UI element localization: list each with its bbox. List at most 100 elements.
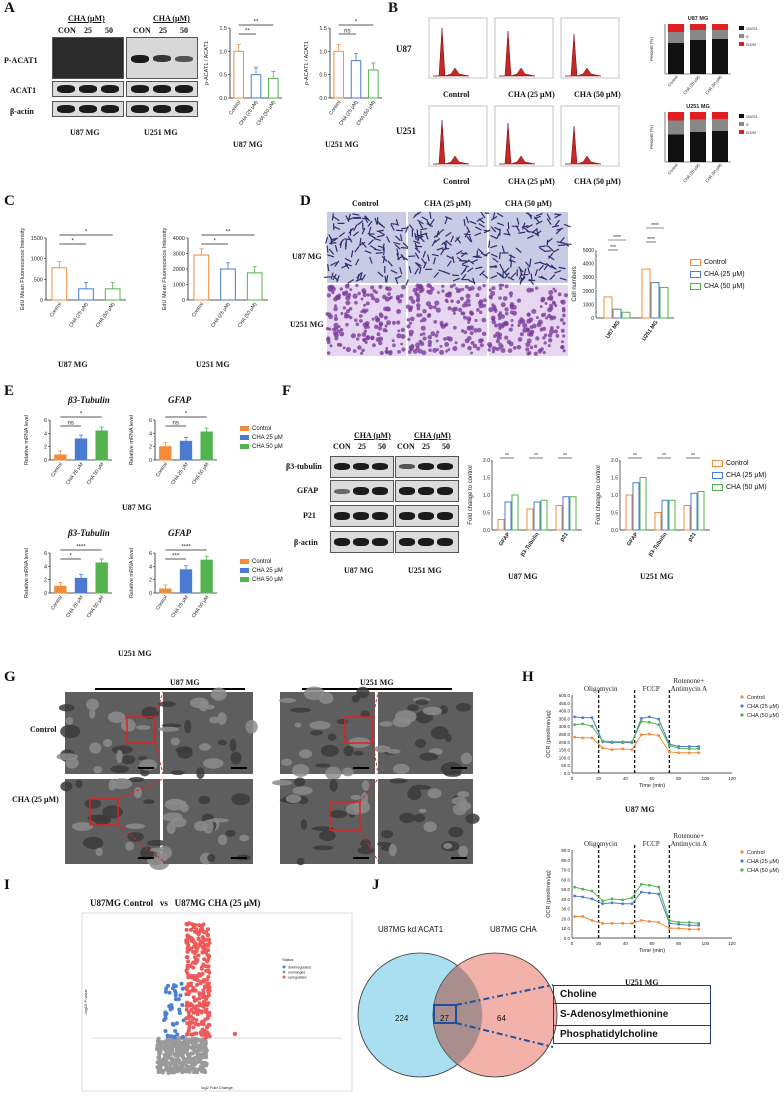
y-axis-label: Relative mRNA level <box>129 548 135 598</box>
point-upregulated <box>196 953 200 957</box>
cha-header-u251: CHA (μM) <box>153 14 190 23</box>
cell-mark <box>357 292 360 295</box>
panel-label-e: E <box>4 383 14 400</box>
point-unchanged <box>198 1046 202 1050</box>
point-upregulated <box>207 938 211 942</box>
y-tick-label: 0 <box>149 458 152 464</box>
cell-mark <box>334 336 338 340</box>
y-tick-label: 4000 <box>173 236 185 242</box>
legend-swatch <box>739 26 744 30</box>
cell-mark <box>336 295 341 300</box>
f-cell-u87: U87 MG <box>344 566 374 575</box>
stacked-segment <box>712 30 728 39</box>
cell-mark <box>370 285 374 289</box>
cell-mark <box>487 348 490 351</box>
organelle <box>343 746 353 757</box>
cell-mark <box>463 316 467 320</box>
point-upregulated <box>208 941 212 945</box>
bar <box>698 492 704 531</box>
organelle <box>65 757 78 768</box>
organelle <box>272 780 292 786</box>
y-axis-label: Percent (%) <box>649 125 654 149</box>
transwell-images <box>327 212 569 357</box>
cell-mark <box>397 329 400 332</box>
y-axis-label: EdU Mean Fluorescence Intensity <box>20 227 26 310</box>
chart-h-u87: OCR (pmol/min/μg)Time (min)0.050.0100.01… <box>540 675 780 790</box>
cell-mark <box>554 304 557 307</box>
cell-mark <box>463 330 467 334</box>
cell-mark <box>470 312 473 315</box>
y-tick-label: 6 <box>44 551 47 557</box>
sig-label: * <box>80 412 83 418</box>
cell-mark <box>325 312 329 316</box>
organelle <box>299 749 312 758</box>
cell-mark <box>360 310 363 313</box>
cell-mark <box>477 286 481 290</box>
sig-label: * <box>69 554 72 560</box>
annot-oligomycin: Oligomycin <box>584 685 618 693</box>
y-tick-label: 0 <box>182 298 185 304</box>
point-unchanged <box>189 1067 193 1071</box>
y-tick-label: 0 <box>149 591 152 597</box>
sig-label: **** <box>647 237 655 243</box>
point-upregulated <box>191 937 195 941</box>
organelle <box>399 813 415 824</box>
sig-label: *** <box>172 554 180 560</box>
e-legend-50-1: CHA 50 μM <box>252 444 283 450</box>
cell-mark <box>361 298 364 301</box>
data-point <box>611 901 614 904</box>
organelle <box>93 766 102 774</box>
point-upregulated <box>197 930 201 934</box>
cell-mark <box>481 318 486 323</box>
legend-label: G2/M <box>746 130 756 135</box>
legend-marker <box>740 850 743 853</box>
cell-mark <box>562 309 566 313</box>
point-upregulated <box>196 1012 200 1016</box>
cell-mark <box>518 320 523 325</box>
g-row-cha: CHA (25 μM) <box>12 795 59 804</box>
panel-label-g: G <box>4 669 16 686</box>
cell-mark <box>430 331 435 336</box>
cell-mark <box>461 343 465 347</box>
point-upregulated <box>202 930 206 934</box>
bar <box>660 287 668 318</box>
f-blot-u251-p21 <box>395 505 459 527</box>
bar <box>563 497 569 530</box>
organelle <box>167 822 176 834</box>
cell-mark <box>462 304 466 308</box>
data-point <box>573 736 576 739</box>
point-upregulated <box>195 948 199 952</box>
cell-mark <box>433 305 437 309</box>
g-col-u251: U251 MG <box>360 678 394 687</box>
histogram-frame <box>429 106 487 166</box>
y-tick-label: 1.5 <box>219 26 227 32</box>
x-tick-label: Control <box>155 595 169 612</box>
organelle <box>75 780 82 788</box>
panel-label-b: B <box>388 0 398 17</box>
e-legend-25-1: CHA 25 μM <box>252 435 283 441</box>
x-tick-label: CHA (50 μM) <box>704 74 723 95</box>
cell-mark <box>363 310 367 314</box>
organelle <box>86 699 99 710</box>
point-upregulated <box>201 1021 205 1025</box>
cell-mark <box>473 256 480 257</box>
cell-mark <box>526 319 531 324</box>
cell-mark <box>474 319 477 322</box>
f-chart1-title: U87 MG <box>508 572 538 581</box>
f-blot-u251-gfap <box>395 480 459 502</box>
cell-mark <box>560 345 564 349</box>
cell-mark <box>528 351 532 355</box>
point-unchanged <box>204 1042 208 1046</box>
x-tick-label: GFAP <box>498 531 512 547</box>
y-tick-label: 0.0 <box>611 528 618 534</box>
cell-mark <box>390 296 393 299</box>
cell-mark <box>396 295 400 299</box>
cell-mark <box>426 301 431 306</box>
legend-swatch <box>739 34 744 38</box>
f-row-p21: P21 <box>303 511 316 520</box>
cell-mark <box>372 318 375 321</box>
f-25-u251: 25 <box>422 442 430 451</box>
blot-u87-actin <box>52 101 124 117</box>
